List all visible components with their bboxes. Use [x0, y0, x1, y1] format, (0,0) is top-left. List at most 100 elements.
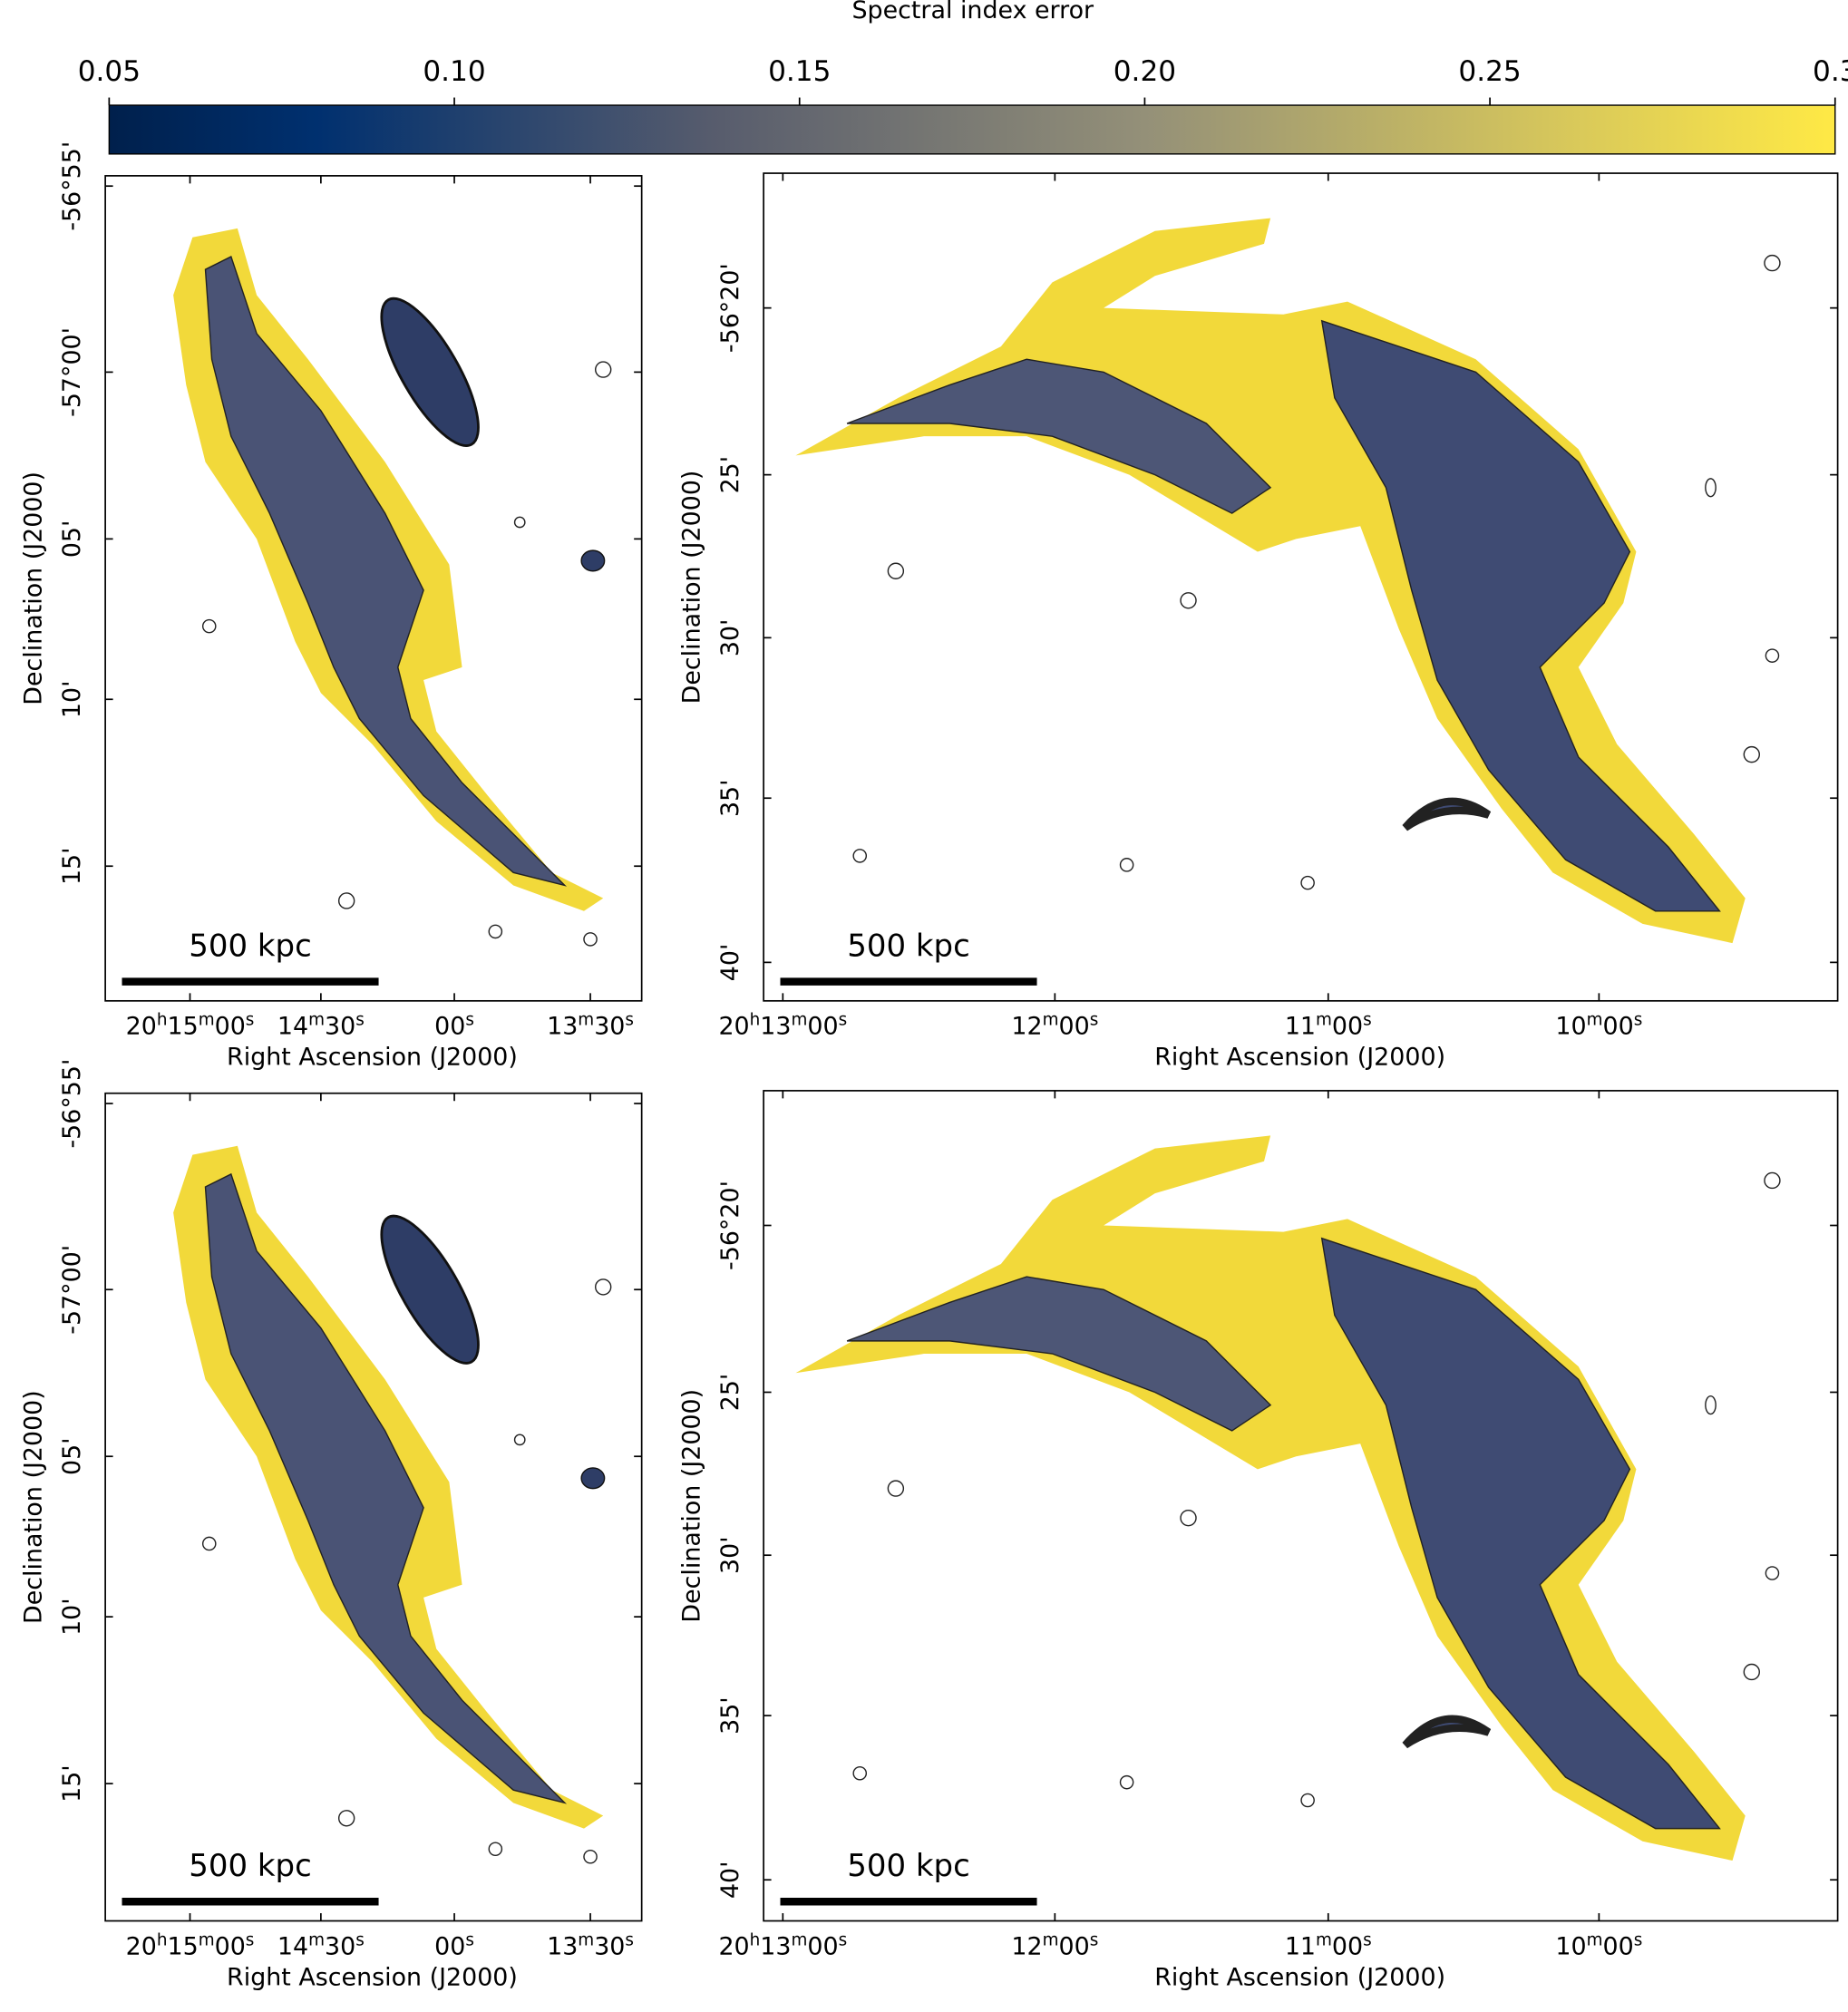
ra-tick-part: m: [578, 1930, 594, 1949]
colorbar-tick-label: 0.3: [1813, 55, 1848, 88]
dec-tick-label: -56°55': [58, 141, 86, 231]
dec-tick-label: -57°00': [58, 327, 86, 417]
ra-tick-part: s: [1090, 1011, 1099, 1030]
dec-tick-label: 25': [716, 456, 744, 494]
ra-tick-part: m: [1587, 1011, 1603, 1030]
relic-map: [171, 227, 613, 948]
ra-tick-part: 10: [1555, 1932, 1586, 1960]
ra-tick-part: s: [625, 1930, 634, 1949]
ra-tick-label: 14m30s: [277, 1011, 365, 1041]
ra-tick-label: 12m00s: [1011, 1011, 1098, 1041]
ra-tick-part: 10: [1555, 1013, 1586, 1041]
ra-tick-part: m: [1587, 1930, 1603, 1949]
relic-map: [795, 219, 1779, 944]
ra-tick-part: s: [625, 1011, 634, 1030]
scale-bar-label: 500 kpc: [189, 928, 311, 964]
ra-tick-part: 20: [718, 1932, 749, 1960]
ra-tick-part: s: [355, 1930, 365, 1949]
ra-tick-part: m: [199, 1011, 215, 1030]
ra-tick-part: 13: [547, 1932, 578, 1960]
ra-tick-label: 13m30s: [547, 1011, 634, 1041]
dec-tick-label: 05': [58, 1437, 86, 1475]
ra-tick-label: 20h13m00s: [718, 1011, 847, 1041]
panel-frame: [763, 172, 1839, 1002]
ra-tick-part: 00: [1603, 1013, 1634, 1041]
ra-tick-part: 00: [1603, 1932, 1634, 1960]
ra-tick-part: 20: [718, 1013, 749, 1041]
dec-tick-label: 35': [716, 779, 744, 817]
ra-tick-part: s: [1363, 1011, 1372, 1030]
ra-tick-part: 00: [215, 1013, 246, 1041]
scale-bar-label: 500 kpc: [189, 1848, 311, 1884]
x-axis-label: Right Ascension (J2000): [1154, 1963, 1445, 1991]
dec-tick-label: 30': [716, 619, 744, 657]
ra-tick-label: 20h15m00s: [126, 1011, 255, 1041]
ra-tick-part: m: [792, 1011, 808, 1030]
dec-tick-label: 40': [716, 1861, 744, 1899]
dec-tick-label: 35': [716, 1696, 744, 1735]
ra-tick-part: 13: [547, 1013, 578, 1041]
relic-map: [171, 1144, 613, 1865]
y-axis-label: Declination (J2000): [19, 471, 47, 705]
ra-tick-part: h: [750, 1930, 761, 1949]
ra-tick-part: 14: [277, 1932, 308, 1960]
ra-tick-part: 30: [594, 1932, 625, 1960]
ra-tick-part: 13: [760, 1013, 791, 1041]
colorbar-tick-label: 0.20: [1114, 55, 1176, 88]
ra-tick-part: s: [839, 1930, 848, 1949]
ra-tick-part: h: [157, 1930, 168, 1949]
ra-tick-part: s: [839, 1011, 848, 1030]
dec-tick-label: 30': [716, 1536, 744, 1574]
ra-tick-part: 30: [325, 1013, 355, 1041]
ra-tick-part: m: [1043, 1930, 1059, 1949]
panel-frame: [763, 1090, 1839, 1922]
ra-tick-part: 11: [1285, 1932, 1316, 1960]
ra-tick-part: s: [465, 1930, 474, 1949]
ra-tick-part: 14: [277, 1013, 308, 1041]
ra-tick-part: s: [246, 1930, 255, 1949]
ra-tick-part: 00: [1332, 1013, 1363, 1041]
ra-tick-part: m: [578, 1011, 594, 1030]
ra-tick-label: 20h15m00s: [126, 1930, 255, 1960]
ra-tick-part: 00: [215, 1932, 246, 1960]
ra-tick-part: h: [157, 1011, 168, 1030]
ra-tick-part: m: [1316, 1011, 1332, 1030]
ra-tick-part: s: [1090, 1930, 1099, 1949]
ra-tick-part: 20: [126, 1013, 157, 1041]
ra-tick-part: s: [1363, 1930, 1372, 1949]
ra-tick-part: m: [1316, 1930, 1332, 1949]
colorbar-tick-label: 0.10: [423, 55, 485, 88]
ra-tick-part: m: [308, 1011, 325, 1030]
ra-tick-part: 30: [594, 1013, 625, 1041]
ra-tick-part: s: [1634, 1930, 1643, 1949]
x-axis-label: Right Ascension (J2000): [227, 1963, 518, 1991]
ra-tick-part: 00: [1332, 1932, 1363, 1960]
ra-tick-part: h: [750, 1011, 761, 1030]
dec-tick-label: -57°00': [58, 1245, 86, 1335]
ra-tick-label: 11m00s: [1285, 1011, 1372, 1041]
ra-tick-label: 10m00s: [1555, 1930, 1642, 1960]
ra-tick-part: 00: [1059, 1932, 1090, 1960]
dec-tick-label: 10': [58, 1598, 86, 1636]
dec-tick-label: 15': [58, 847, 86, 885]
ra-tick-part: s: [1634, 1011, 1643, 1030]
scale-bar-label: 500 kpc: [847, 1848, 969, 1884]
ra-tick-label: 00s: [434, 1011, 474, 1041]
colorbar-tick-label: 0.15: [768, 55, 831, 88]
maps: [171, 219, 1780, 1865]
panel-frame: [104, 1092, 643, 1922]
ra-tick-part: 12: [1011, 1932, 1042, 1960]
ra-tick-label: 12m00s: [1011, 1930, 1098, 1960]
ra-tick-part: 15: [168, 1013, 199, 1041]
ra-tick-part: m: [792, 1930, 808, 1949]
ra-tick-label: 14m30s: [277, 1930, 365, 1960]
ra-tick-part: 30: [325, 1932, 355, 1960]
ra-tick-part: 13: [760, 1932, 791, 1960]
colorbar: [108, 104, 1836, 155]
y-axis-label: Declination (J2000): [677, 471, 705, 705]
ra-tick-part: m: [199, 1930, 215, 1949]
ra-tick-label: 13m30s: [547, 1930, 634, 1960]
ra-tick-part: s: [465, 1011, 474, 1030]
ra-tick-part: s: [246, 1011, 255, 1030]
ra-tick-part: s: [355, 1011, 365, 1030]
